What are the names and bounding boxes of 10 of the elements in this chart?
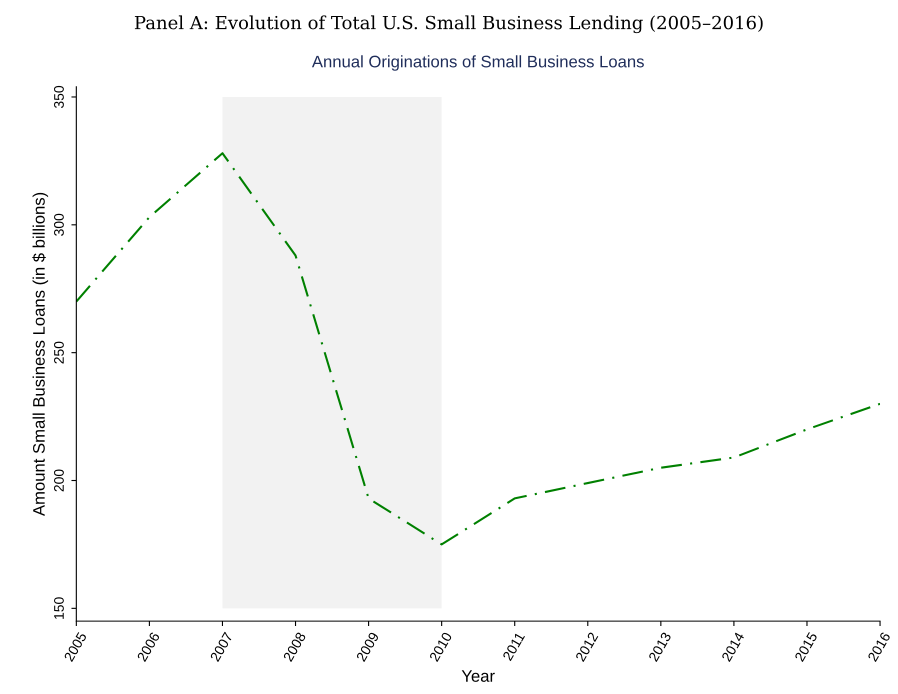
chart-title: Panel A: Evolution of Total U.S. Small Business Lending (2005–2016)	[134, 15, 763, 34]
y-tick-label: 300	[54, 214, 64, 236]
chart-subtitle: Annual Originations of Small Business Loans	[312, 55, 644, 71]
line-series	[76, 152, 880, 546]
x-axis-title: Year	[462, 670, 495, 682]
y-tick-label: 350	[54, 86, 64, 108]
y-axis-title: Amount Small Business Loans (in $ billions)	[32, 192, 48, 516]
y-tick-label: 150	[54, 597, 64, 619]
y-tick-label: 250	[54, 342, 64, 364]
y-tick-label: 200	[54, 469, 64, 492]
